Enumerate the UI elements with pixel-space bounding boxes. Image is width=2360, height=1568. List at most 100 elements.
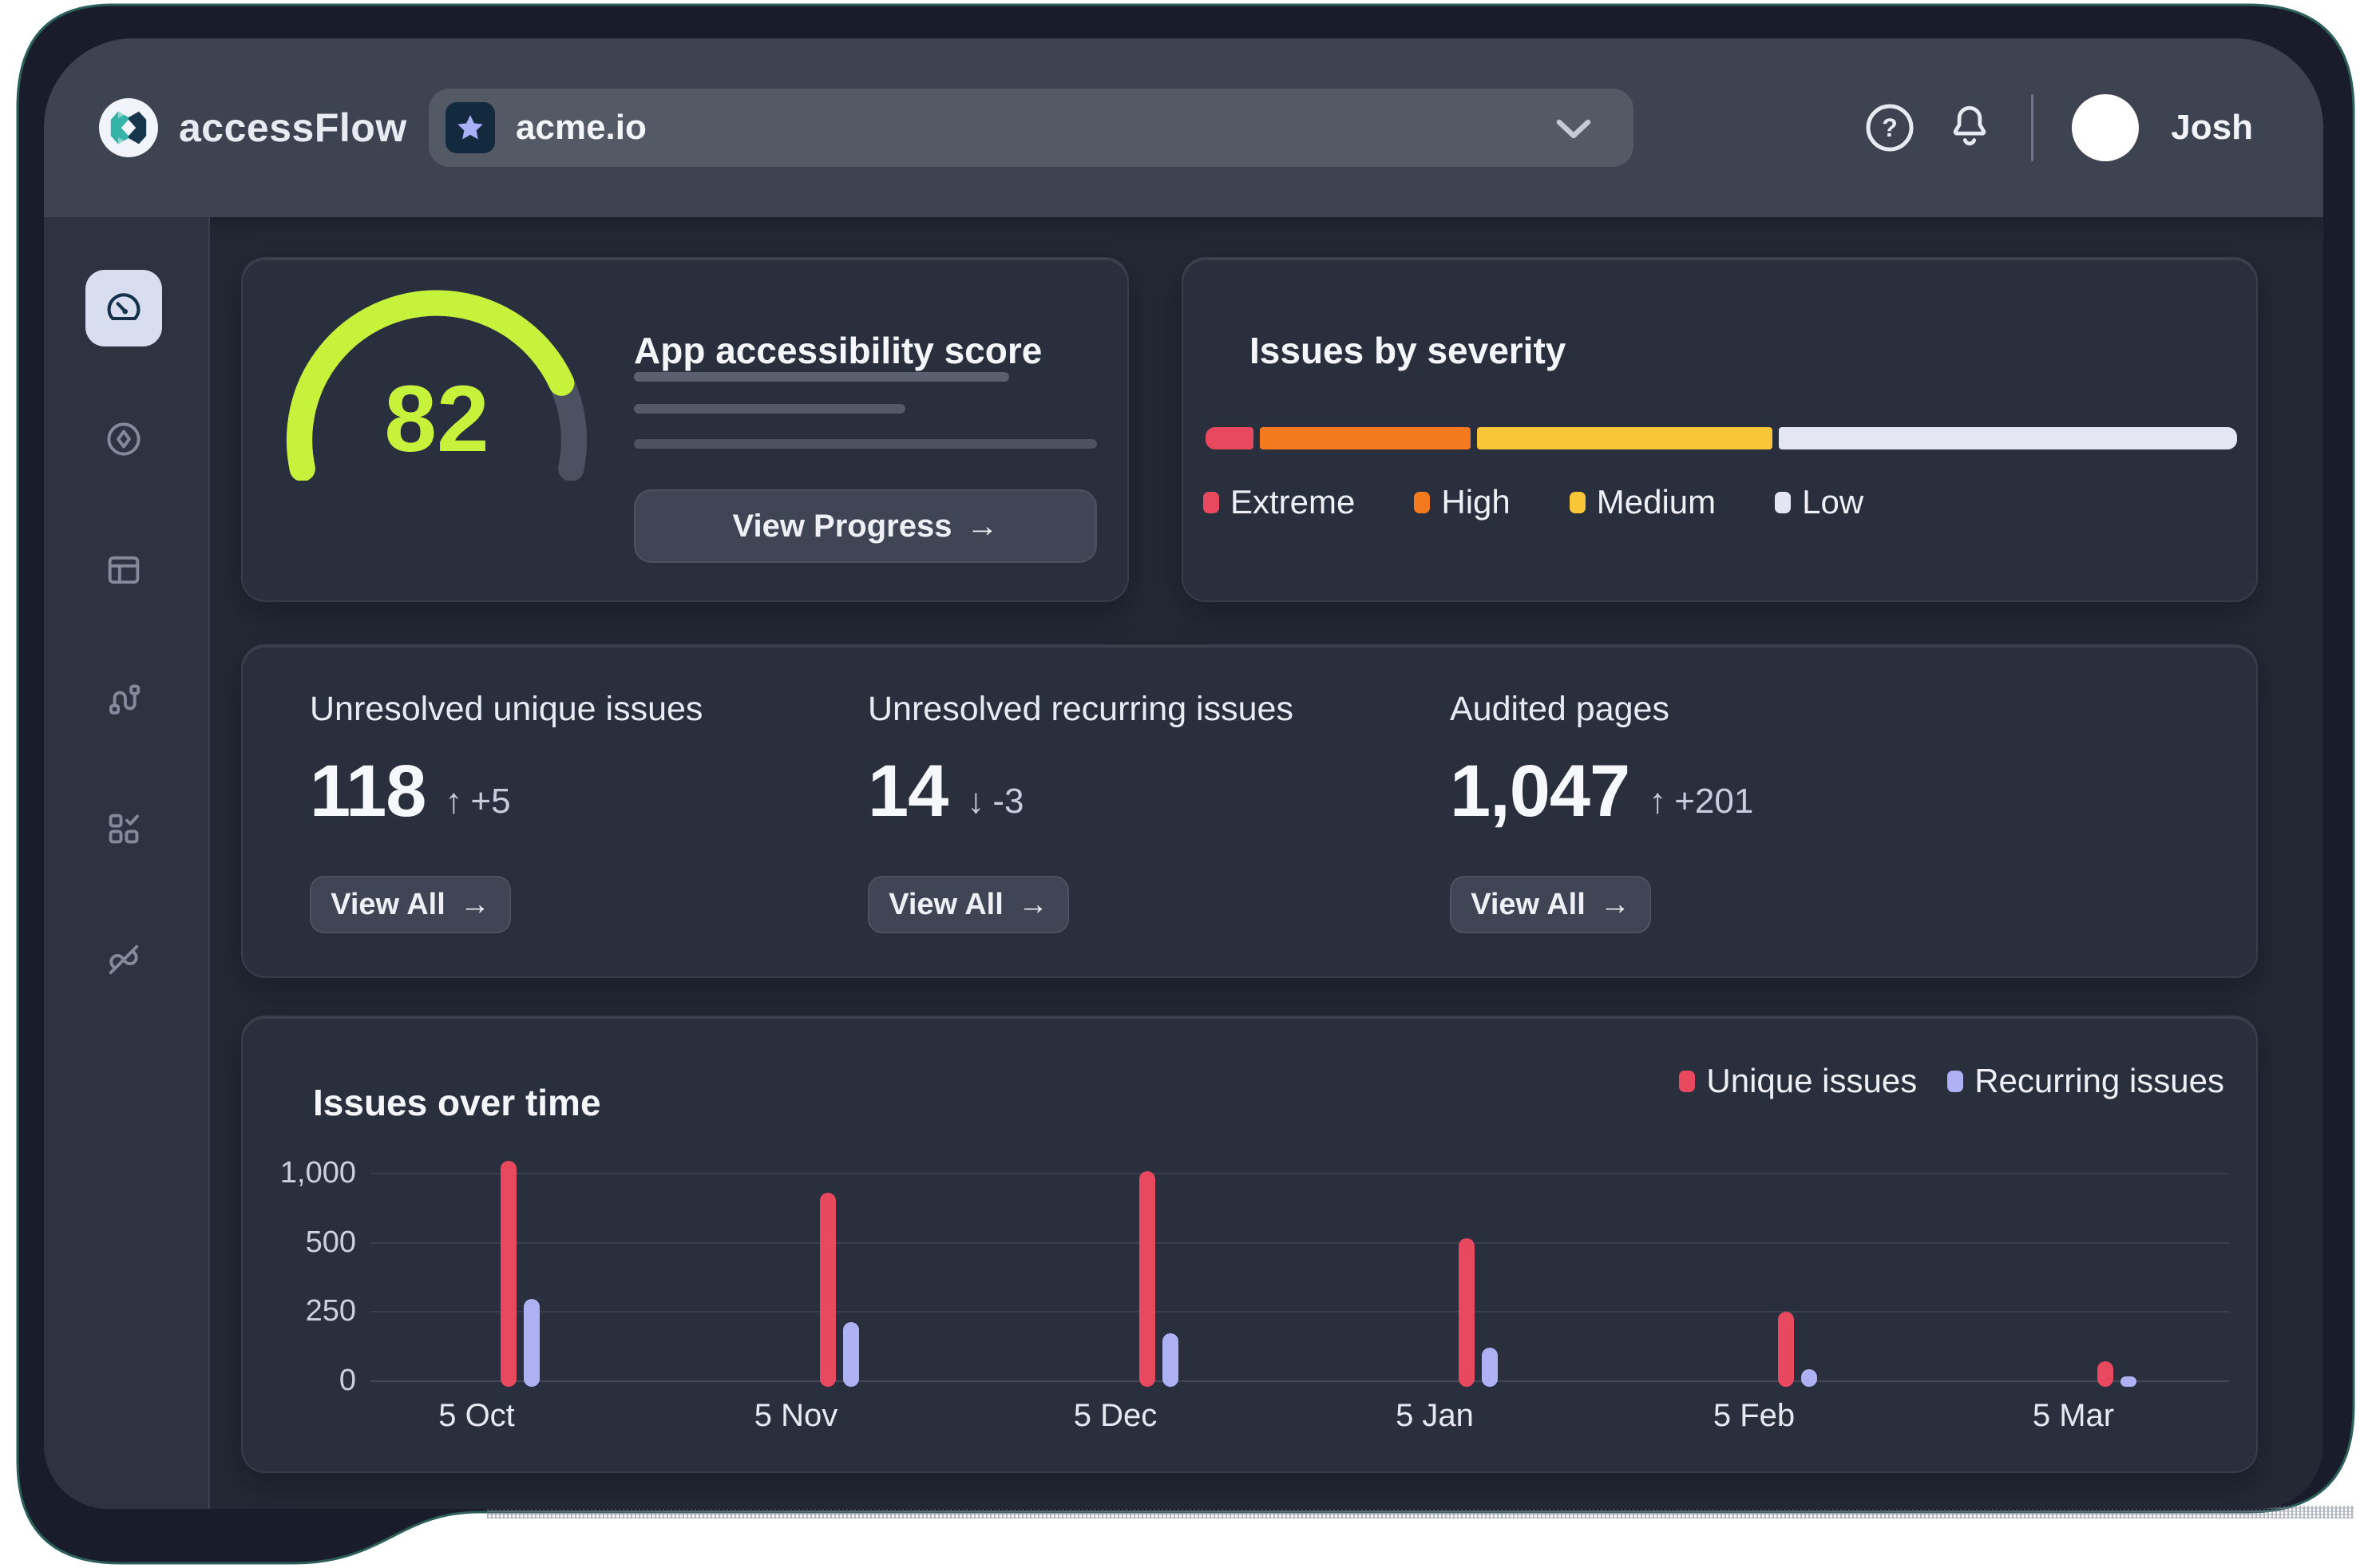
- stat-audited-pages: Audited pages 1,047 ↑ +201 View All →: [1450, 646, 1961, 976]
- x-axis-label: 5 Mar: [1978, 1398, 2169, 1434]
- user-name: Josh: [2171, 108, 2253, 148]
- x-axis-label: 5 Dec: [1020, 1398, 1211, 1434]
- y-axis-tick: 0: [268, 1364, 356, 1398]
- stat-label: Unresolved unique issues: [310, 690, 703, 729]
- legend-label: Unique issues: [1706, 1062, 1917, 1100]
- stat-value-row: 1,047 ↑ +201: [1450, 754, 1753, 828]
- stat-value: 1,047: [1450, 754, 1629, 828]
- stat-label: Unresolved recurring issues: [868, 690, 1293, 729]
- legend-label: High: [1441, 483, 1510, 521]
- x-axis-label: 5 Jan: [1339, 1398, 1530, 1434]
- delta-value: +5: [470, 782, 510, 822]
- view-all-label: View All: [1471, 888, 1586, 922]
- gridline-1000: [370, 1173, 2229, 1174]
- view-all-recurring-button[interactable]: View All →: [868, 876, 1069, 933]
- plug-icon: [103, 939, 145, 980]
- sidebar-item-integrations[interactable]: [85, 921, 162, 998]
- y-axis-tick: 250: [268, 1294, 356, 1328]
- accessflow-logo-icon: [99, 98, 158, 157]
- severity-segment-extreme: [1206, 427, 1253, 449]
- bar-recurring-5-nov: [843, 1322, 859, 1387]
- legend-label: Extreme: [1230, 483, 1355, 521]
- app-window: accessFlow acme.io ?: [44, 38, 2323, 1509]
- project-selector[interactable]: acme.io: [429, 89, 1633, 167]
- bar-unique-5-jan: [1459, 1238, 1475, 1387]
- bar-unique-5-oct: [501, 1161, 517, 1387]
- chart-title: Issues over time: [313, 1081, 601, 1124]
- view-progress-button[interactable]: View Progress →: [634, 489, 1097, 563]
- stat-unresolved-unique: Unresolved unique issues 118 ↑ +5 View A…: [310, 646, 821, 976]
- sidebar-item-explore[interactable]: [85, 401, 162, 477]
- stats-card: Unresolved unique issues 118 ↑ +5 View A…: [241, 644, 2258, 978]
- y-axis-tick: 500: [268, 1225, 356, 1260]
- legend-swatch-medium: [1570, 492, 1586, 513]
- legend-item: Extreme: [1203, 483, 1355, 521]
- accessibility-score-card: 82 App accessibility score View Progress…: [241, 257, 1129, 602]
- severity-segment-medium: [1477, 427, 1772, 449]
- bar-recurring-5-oct: [524, 1299, 540, 1387]
- brand-name: accessFlow: [179, 105, 407, 151]
- stat-label: Audited pages: [1450, 690, 1669, 729]
- legend-label: Medium: [1597, 483, 1716, 521]
- legend-item: Recurring issues: [1947, 1062, 2224, 1100]
- legend-swatch-extreme: [1203, 492, 1219, 513]
- stat-value: 14: [868, 754, 948, 828]
- bell-icon: [1946, 103, 1993, 152]
- avatar[interactable]: [2072, 94, 2139, 161]
- legend-swatch-recurring: [1947, 1071, 1963, 1092]
- arrow-right-icon: →: [966, 509, 998, 544]
- stat-value-row: 118 ↑ +5: [310, 754, 511, 828]
- legend-item: High: [1414, 483, 1510, 521]
- route-icon: [103, 679, 145, 720]
- trend-up-icon: ↑: [1649, 782, 1666, 822]
- x-axis-label: 5 Feb: [1658, 1398, 1850, 1434]
- arrow-right-icon: →: [1600, 888, 1630, 922]
- trend-up-icon: ↑: [445, 782, 462, 822]
- skeleton-line: [634, 372, 1009, 382]
- stat-value-row: 14 ↓ -3: [868, 754, 1024, 828]
- stat-delta: ↓ -3: [967, 782, 1024, 828]
- speedometer-icon: [103, 287, 145, 329]
- star-icon: [445, 102, 495, 153]
- chart-plot: 02505001,0005 Oct5 Nov5 Dec5 Jan5 Feb5 M…: [370, 1154, 2229, 1382]
- trend-down-icon: ↓: [967, 782, 984, 822]
- sidebar-item-dashboard[interactable]: [85, 270, 162, 346]
- chevron-down-icon: [1555, 119, 1592, 140]
- notifications-button[interactable]: [1946, 103, 1993, 152]
- compass-icon: [103, 418, 145, 460]
- bar-recurring-5-feb: [1801, 1369, 1817, 1387]
- brand: accessFlow: [99, 98, 407, 157]
- layout-icon: [103, 549, 145, 591]
- bar-unique-5-dec: [1139, 1171, 1155, 1387]
- severity-segment-low: [1779, 427, 2237, 449]
- grid-check-icon: [103, 808, 145, 849]
- arrow-right-icon: →: [460, 888, 490, 922]
- help-button[interactable]: ?: [1865, 103, 1915, 152]
- sidebar-item-flows[interactable]: [85, 661, 162, 738]
- x-axis-label: 5 Oct: [381, 1398, 572, 1434]
- issues-by-severity-card: Issues by severity Extreme High Med: [1182, 257, 2258, 602]
- view-all-pages-button[interactable]: View All →: [1450, 876, 1651, 933]
- view-all-label: View All: [331, 888, 445, 922]
- y-axis-tick: 1,000: [268, 1156, 356, 1190]
- delta-value: -3: [992, 782, 1024, 822]
- skeleton-line: [634, 404, 905, 414]
- bar-unique-5-mar: [2097, 1361, 2113, 1387]
- legend-swatch-low: [1775, 492, 1791, 513]
- view-all-unique-button[interactable]: View All →: [310, 876, 511, 933]
- page: accessFlow acme.io ?: [0, 0, 2360, 1568]
- severity-card-title: Issues by severity: [1249, 329, 1566, 372]
- chart-legend: Unique issues Recurring issues: [1679, 1062, 2224, 1100]
- legend-item: Medium: [1570, 483, 1716, 521]
- sidebar-item-pages[interactable]: [85, 532, 162, 608]
- stat-unresolved-recurring: Unresolved recurring issues 14 ↓ -3 View…: [868, 646, 1379, 976]
- sidebar-item-audits[interactable]: [85, 790, 162, 867]
- topbar-actions: ? Josh: [1865, 38, 2253, 217]
- sidebar: [44, 217, 210, 1509]
- topbar: accessFlow acme.io ?: [44, 38, 2323, 217]
- stat-value: 118: [310, 754, 426, 828]
- help-icon: ?: [1865, 103, 1915, 152]
- legend-swatch-unique: [1679, 1071, 1695, 1092]
- bar-unique-5-nov: [820, 1193, 836, 1387]
- project-name: acme.io: [516, 108, 647, 148]
